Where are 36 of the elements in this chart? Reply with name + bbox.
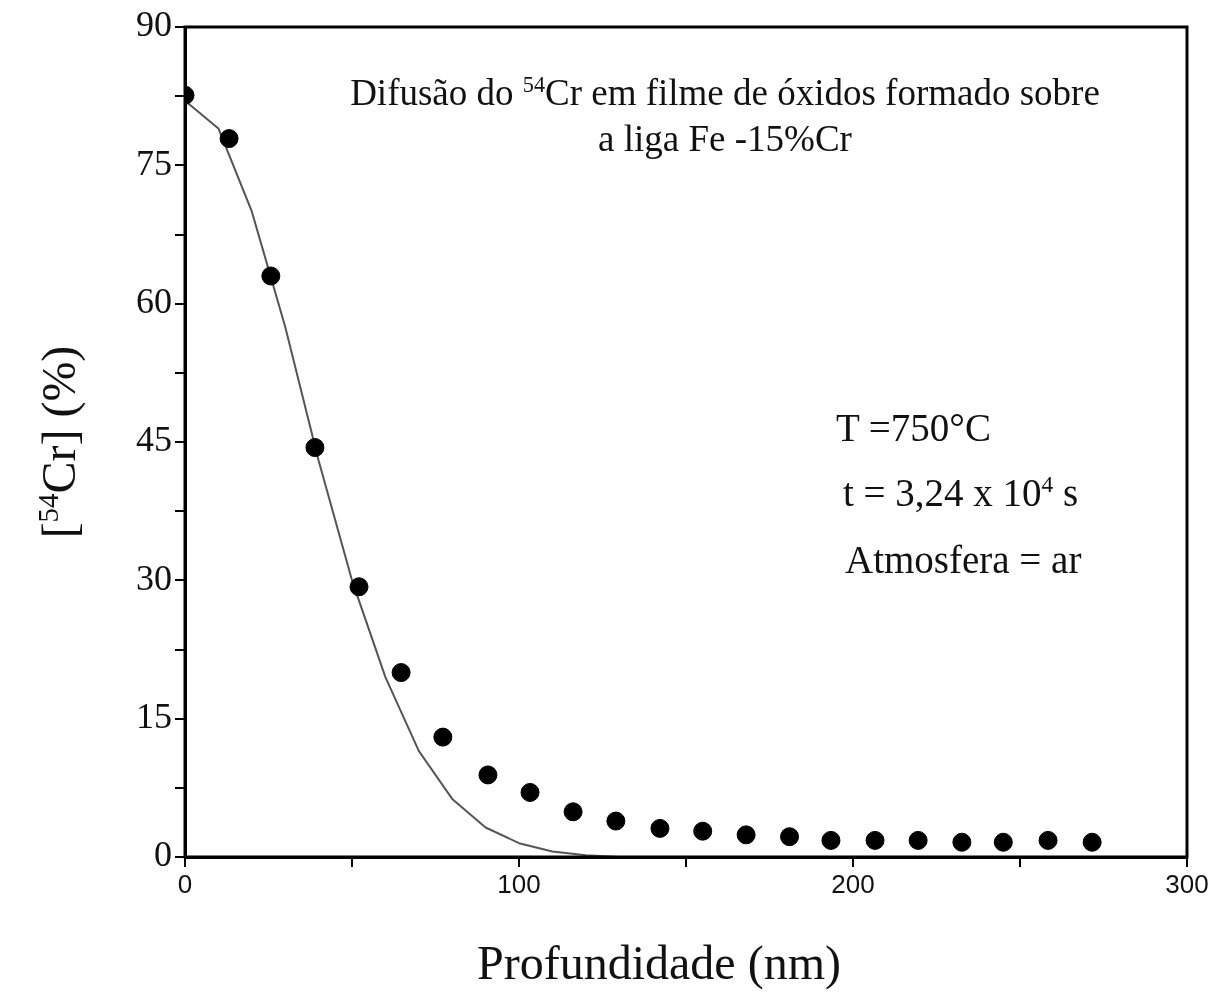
point [821, 830, 841, 850]
y-tick-label: 45 [136, 419, 172, 460]
y-tick-label: 90 [136, 4, 172, 45]
point [563, 802, 583, 822]
point [606, 811, 626, 831]
y-tick-label: 15 [136, 696, 172, 737]
x-tick-label: 0 [177, 868, 193, 899]
x-tick-label: 300 [1165, 868, 1209, 899]
point [780, 827, 800, 847]
point [993, 832, 1013, 852]
point [865, 830, 885, 850]
x-tick-label: 100 [497, 868, 541, 899]
point [261, 266, 281, 286]
annotation: Atmosfera = ar [845, 537, 1082, 582]
y-tick-label: 60 [136, 281, 172, 322]
point [650, 818, 670, 838]
point [478, 765, 498, 785]
point [1038, 830, 1058, 850]
point [908, 830, 928, 850]
point [305, 438, 325, 458]
annotation: t = 3,24 x 10$^{4}$ s [843, 470, 1079, 515]
y-tick-label: 75 [136, 142, 172, 183]
point [1082, 832, 1102, 852]
point [736, 825, 756, 845]
point [433, 727, 453, 747]
x-tick-label: 200 [831, 868, 875, 899]
annotation: T =750°C [836, 405, 991, 450]
text: Difusão do $^{54}$Cr em filme de óxidos formado sobre a liga Fe -15%Cr [350, 71, 1100, 162]
point [219, 129, 239, 149]
point [952, 832, 972, 852]
point [391, 663, 411, 683]
x-axis-title: Profundidade (nm) [477, 935, 841, 990]
point [693, 821, 713, 841]
point [349, 577, 369, 597]
y-tick-label: 30 [136, 557, 172, 598]
point [520, 782, 540, 802]
